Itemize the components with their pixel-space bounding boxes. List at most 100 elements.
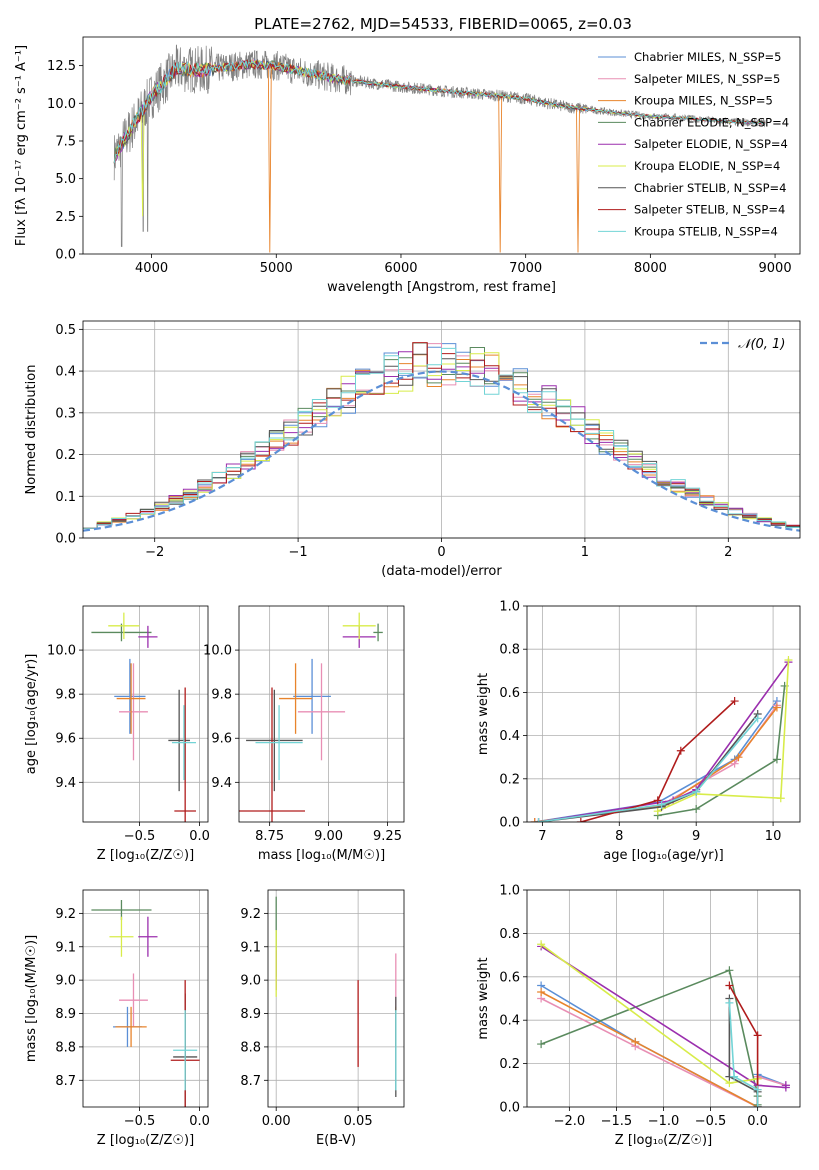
residuals-xtick-label: 2 <box>724 545 732 560</box>
legend-label-kroupa-miles: Kroupa MILES, N_SSP=5 <box>634 94 773 108</box>
weight-marker <box>653 807 662 816</box>
weight-line <box>538 661 790 822</box>
age-vs-z-xtick-label: −0.5 <box>124 829 156 844</box>
residuals-ytick-label: 0.2 <box>55 448 76 463</box>
age-vs-mass-xtick-label: 9.25 <box>373 829 402 844</box>
spectrum-legend: Chabrier MILES, N_SSP=5 Salpeter MILES, N… <box>598 50 789 238</box>
weight-vs-z-ytick-label: 0.0 <box>499 1101 520 1116</box>
weight-marker <box>692 805 701 814</box>
weight-marker <box>734 753 743 762</box>
legend-label-chabrier-elodie: Chabrier ELODIE, N_SSP=4 <box>634 115 789 129</box>
weight-marker <box>784 656 793 664</box>
age-vs-mass-xtick-label: 9.00 <box>314 829 343 844</box>
weight-vs-age-ytick-label: 0.0 <box>499 816 520 831</box>
mass-vs-z-ytick-label: 8.8 <box>55 1040 76 1055</box>
weight-marker <box>753 1031 762 1040</box>
mass-vs-z-ylabel: mass [log₁₀(M/M☉)] <box>24 935 39 1062</box>
spectrum-xtick-label: 7000 <box>509 261 542 276</box>
weight-series-kroupa-stelib <box>534 714 762 822</box>
age-vs-mass-panel: 8.75 9.00 9.25 9.4 9.6 9.8 10.0 mass [log₁₀(M/M… <box>203 605 405 863</box>
spectrum-ytick-label: 2.5 <box>55 210 76 225</box>
spectrum-ytick-label: 0.0 <box>55 248 76 263</box>
point-chabrier-stelib <box>246 689 303 792</box>
point-kroupa-stelib <box>171 705 196 781</box>
residuals-ytick-label: 0.0 <box>55 532 76 547</box>
weight-marker <box>653 796 662 805</box>
mass-vs-z-xlabel: Z [log₁₀(Z/Z☉)] <box>97 1133 194 1148</box>
spectrum-ytick-label: 7.5 <box>55 134 76 149</box>
weight-vs-z-ytick-label: 0.2 <box>499 1057 520 1072</box>
mass-vs-z-frame <box>82 889 209 1108</box>
age-vs-z-xtick-label: 0.0 <box>189 829 210 844</box>
residuals-ytick-label: 0.1 <box>55 490 76 505</box>
weight-vs-age-plot-area <box>530 656 793 822</box>
weight-marker <box>534 818 543 822</box>
weight-vs-age-ytick-label: 0.8 <box>499 643 520 658</box>
age-vs-mass-ytick-label: 9.8 <box>211 688 232 703</box>
residuals-xtick-label: −1 <box>289 545 308 560</box>
point-kroupa-elodie <box>342 612 376 640</box>
point-kroupa-elodie <box>109 916 134 957</box>
legend-label-kroupa-stelib: Kroupa STELIB, N_SSP=4 <box>634 224 778 238</box>
mass-vs-ebv-ytick-label: 8.9 <box>240 1007 261 1022</box>
weight-marker <box>530 818 539 822</box>
legend-label-salpeter-elodie: Salpeter ELODIE, N_SSP=4 <box>634 137 788 151</box>
weight-vs-z-ytick-label: 0.8 <box>499 927 520 942</box>
weight-marker <box>537 987 546 996</box>
weight-vs-age-xtick-label: 10 <box>765 829 782 844</box>
legend-label-gaussian: 𝒩(0, 1) <box>738 337 785 352</box>
age-vs-z-ylabel: age [log₁₀(age/yr)] <box>24 654 39 775</box>
mass-vs-ebv-xtick-label: 0.00 <box>262 1114 291 1129</box>
mass-vs-z-ytick-label: 8.7 <box>55 1074 76 1089</box>
gaussian-reference-curve <box>83 370 800 532</box>
weight-marker <box>676 746 685 755</box>
age-vs-mass-ytick-label: 9.6 <box>211 732 232 747</box>
weight-vs-age-xtick-label: 9 <box>692 829 700 844</box>
weight-vs-age-panel: 7 8 9 10 0.0 0.2 0.4 0.6 0.8 1.0 age [log₁₀(age/yr… <box>476 600 801 863</box>
point-chabrier-elodie <box>373 623 383 642</box>
residuals-ylabel: Normed distribution <box>24 365 39 495</box>
mass-vs-z-ytick-label: 9.1 <box>55 940 76 955</box>
point-salpeter-stelib <box>239 687 305 822</box>
weight-vs-age-frame <box>526 605 801 823</box>
weight-marker <box>776 794 785 803</box>
weight-vs-age-ytick-label: 1.0 <box>499 600 520 615</box>
age-vs-z-ytick-label: 10.0 <box>47 644 76 659</box>
age-vs-z-xlabel: Z [log₁₀(Z/Z☉)] <box>97 848 194 863</box>
spectrum-xtick-label: 6000 <box>384 261 417 276</box>
weight-vs-z-xtick-label: −2.0 <box>554 1114 586 1129</box>
weight-line <box>540 943 758 1084</box>
weight-vs-z-ytick-label: 0.6 <box>499 970 520 985</box>
mass-vs-z-ytick-label: 9.0 <box>55 974 76 989</box>
point-salpeter-miles <box>119 663 148 761</box>
age-vs-z-ytick-label: 9.8 <box>55 688 76 703</box>
legend-label-chabrier-stelib: Chabrier STELIB, N_SSP=4 <box>634 181 786 195</box>
weight-line <box>657 659 790 812</box>
weight-vs-z-ylabel: mass weight <box>476 957 491 1039</box>
spectrum-xtick-label: 8000 <box>634 261 667 276</box>
spectrum-xtick-label: 4000 <box>135 261 168 276</box>
point-chabrier-miles <box>293 658 331 734</box>
weight-vs-z-xlabel: Z [log₁₀(Z/Z☉)] <box>615 1133 712 1148</box>
weight-marker <box>692 787 701 796</box>
mass-vs-ebv-xtick-label: 0.05 <box>344 1114 373 1129</box>
legend-label-kroupa-elodie: Kroupa ELODIE, N_SSP=4 <box>634 159 780 173</box>
weight-vs-age-xlabel: age [log₁₀(age/yr)] <box>603 848 724 863</box>
spectrum-ytick-label: 12.5 <box>47 59 76 74</box>
residuals-plot-area <box>83 342 800 532</box>
mass-vs-z-xtick-label: 0.0 <box>189 1114 210 1129</box>
point-salpeter-miles <box>119 973 148 1027</box>
weight-marker <box>576 818 585 822</box>
figure-title: PLATE=2762, MJD=54533, FIBERID=0065, z=0… <box>254 15 632 33</box>
residuals-xtick-label: 1 <box>581 545 589 560</box>
weight-series-kroupa-elodie <box>653 656 793 816</box>
mass-vs-z-plot-area <box>91 900 200 1107</box>
legend-label-salpeter-miles: Salpeter MILES, N_SSP=5 <box>634 72 780 86</box>
mass-vs-z-grid <box>83 890 208 1107</box>
point-kroupa-miles <box>115 1006 147 1047</box>
weight-vs-z-xtick-label: −1.0 <box>648 1114 680 1129</box>
spectrum-xtick-label: 9000 <box>759 261 792 276</box>
weight-line <box>538 713 759 822</box>
age-vs-z-grid <box>83 606 208 822</box>
